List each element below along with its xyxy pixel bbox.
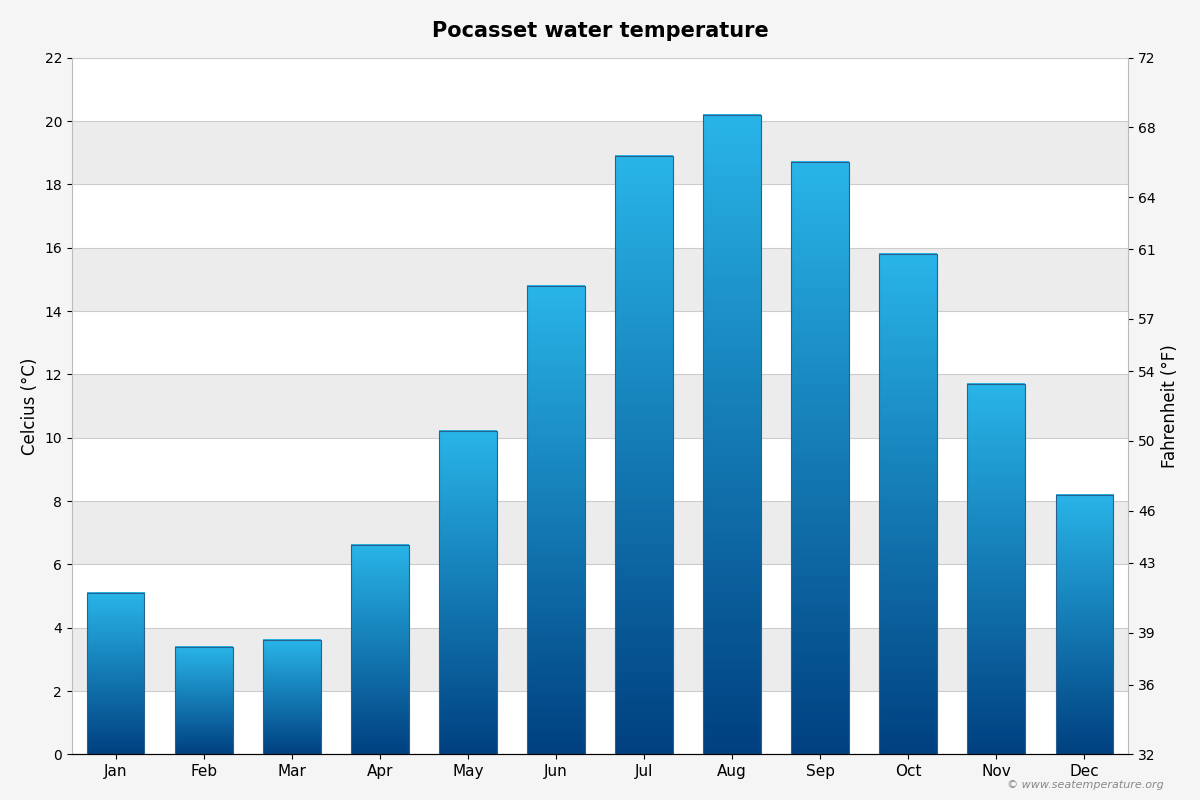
Bar: [72, 311, 1128, 374]
Bar: [263, 641, 320, 754]
Bar: [72, 565, 1128, 628]
Bar: [88, 593, 144, 754]
Bar: [72, 501, 1128, 565]
Bar: [352, 546, 408, 754]
Bar: [72, 691, 1128, 754]
Bar: [527, 286, 584, 754]
Bar: [967, 384, 1025, 754]
Bar: [72, 184, 1128, 248]
Y-axis label: Fahrenheit (°F): Fahrenheit (°F): [1162, 344, 1180, 468]
Bar: [1056, 494, 1112, 754]
Bar: [72, 248, 1128, 311]
Bar: [792, 162, 848, 754]
Y-axis label: Celcius (°C): Celcius (°C): [20, 358, 38, 454]
Bar: [72, 58, 1128, 121]
Text: © www.seatemperature.org: © www.seatemperature.org: [1007, 781, 1164, 790]
Title: Pocasset water temperature: Pocasset water temperature: [432, 21, 768, 41]
Bar: [703, 114, 761, 754]
Bar: [880, 254, 937, 754]
Bar: [72, 374, 1128, 438]
Bar: [616, 156, 673, 754]
Bar: [72, 438, 1128, 501]
Bar: [439, 431, 497, 754]
Bar: [175, 646, 233, 754]
Bar: [72, 121, 1128, 184]
Bar: [72, 628, 1128, 691]
